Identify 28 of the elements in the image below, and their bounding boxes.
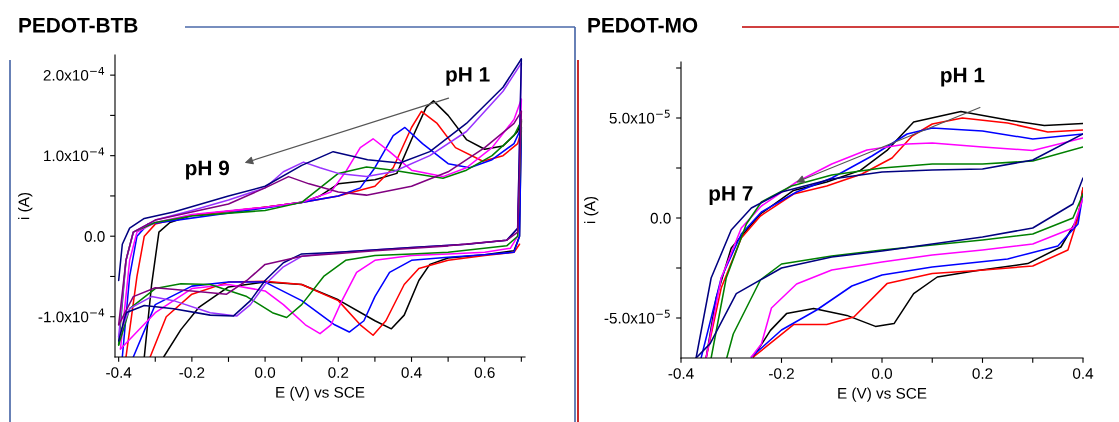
y-tick-label: -5.0x10$^{−5}$ [604, 309, 670, 324]
x-tick-label: 0.0 [255, 367, 276, 378]
annotation: pH 1 [941, 67, 985, 87]
y-tick-label: 2.0x10$^{−4}$ [43, 66, 105, 81]
x-tick-label: 0.6 [474, 367, 495, 378]
y-tick-label: 0.0 [84, 231, 105, 242]
y-axis-title: i (A) [584, 196, 599, 223]
x-axis-title: E (V) vs SCE [838, 387, 927, 402]
y-tick-label: 5.0x10$^{−5}$ [609, 109, 670, 124]
x-tick-label: 0.0 [871, 368, 893, 379]
annotation: pH 1 [446, 67, 490, 86]
annotation: pH 9 [186, 160, 230, 180]
x-tick-label: 0.2 [328, 367, 349, 378]
chart-title: PEDOT-MO [588, 17, 698, 33]
chart-title: PEDOT-BTB [19, 17, 138, 33]
y-tick-label: 0.0 [650, 212, 671, 224]
x-tick-label: 0.2 [972, 368, 993, 379]
x-tick-label: -0.2 [769, 368, 794, 379]
y-tick-label: -1.0x10$^{−4}$ [38, 308, 105, 323]
x-axis-title: E (V) vs SCE [276, 386, 365, 401]
y-tick-label: 1.0x10$^{−4}$ [44, 147, 105, 162]
x-tick-label: 0.4 [1072, 368, 1094, 379]
x-tick-label: -0.2 [179, 367, 205, 378]
y-axis-title: i (A) [18, 192, 33, 219]
x-tick-label: -0.4 [106, 367, 132, 378]
x-tick-label: -0.4 [668, 368, 694, 379]
annotation: pH 7 [709, 186, 753, 205]
x-tick-label: 0.4 [401, 367, 422, 378]
